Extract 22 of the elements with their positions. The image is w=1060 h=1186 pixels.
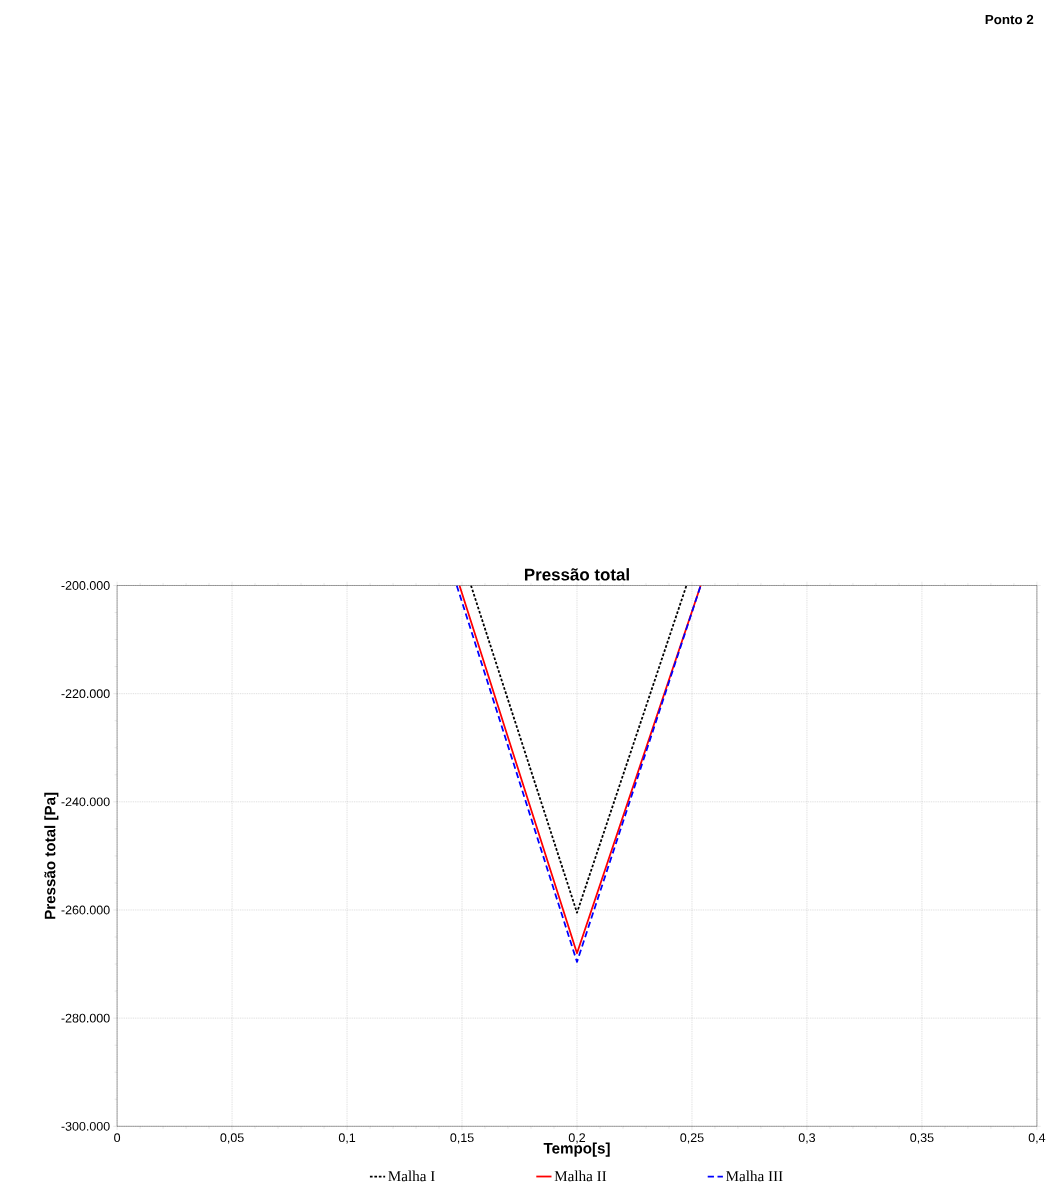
x-tick-label: 0,3 [798,1133,815,1144]
y-tick-label: -240.000 [61,797,110,807]
x-axis-title: Tempo[s] [543,1142,610,1157]
y-tick-label: -260.000 [61,905,110,915]
legend-label: Malha III [725,1170,783,1182]
y-axis-title: Pressão total [Pa] [44,792,59,919]
x-tick-label: 0,1 [338,1133,356,1144]
x-tick-label: 0,4 [1028,1133,1046,1144]
x-tick-label: 0,05 [220,1133,244,1144]
chart-title: Pressão total [524,568,629,581]
y-tick-label: -220.000 [61,689,110,699]
y-tick-label: -300.000 [61,1121,110,1131]
x-tick-label: 0,35 [910,1133,934,1144]
x-tick-label: 0,15 [450,1133,474,1144]
legend-label: Malha I [388,1170,435,1182]
y-tick-label: -280.000 [61,1013,110,1023]
x-tick-label: 0,2 [568,1133,585,1144]
x-tick-label: 0,25 [680,1133,704,1144]
x-tick-label: 0 [114,1133,121,1143]
y-tick-label: -200.000 [61,581,110,590]
legend-label: Malha II [554,1170,607,1182]
text: Ponto 2 [985,14,1034,25]
